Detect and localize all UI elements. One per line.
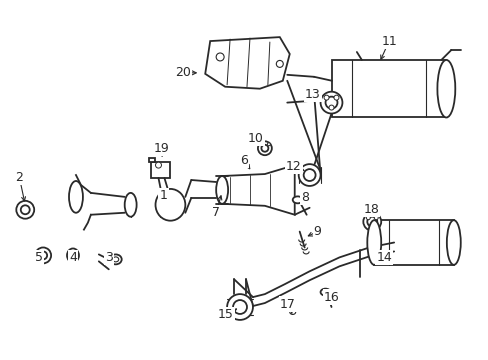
Ellipse shape bbox=[257, 141, 271, 155]
Text: 6: 6 bbox=[240, 154, 247, 167]
Text: 20: 20 bbox=[175, 66, 191, 79]
Ellipse shape bbox=[109, 255, 122, 264]
Ellipse shape bbox=[67, 248, 79, 262]
Ellipse shape bbox=[328, 105, 333, 110]
Text: 3: 3 bbox=[104, 251, 112, 264]
Ellipse shape bbox=[35, 247, 51, 264]
Ellipse shape bbox=[155, 189, 185, 221]
Text: 13: 13 bbox=[304, 88, 320, 101]
Ellipse shape bbox=[217, 176, 226, 204]
Ellipse shape bbox=[233, 300, 246, 314]
Text: 10: 10 bbox=[247, 132, 264, 145]
Ellipse shape bbox=[20, 205, 30, 214]
Ellipse shape bbox=[113, 257, 119, 262]
Polygon shape bbox=[150, 162, 170, 178]
Ellipse shape bbox=[366, 217, 376, 227]
Text: 1: 1 bbox=[159, 189, 167, 202]
Ellipse shape bbox=[320, 92, 342, 113]
Text: 8: 8 bbox=[300, 192, 308, 204]
Ellipse shape bbox=[155, 162, 161, 168]
Ellipse shape bbox=[216, 53, 224, 61]
Ellipse shape bbox=[267, 143, 270, 146]
Ellipse shape bbox=[124, 193, 136, 217]
Ellipse shape bbox=[259, 143, 262, 146]
Ellipse shape bbox=[436, 60, 454, 117]
Ellipse shape bbox=[320, 289, 330, 296]
Ellipse shape bbox=[39, 251, 47, 260]
Text: 18: 18 bbox=[363, 203, 378, 216]
Ellipse shape bbox=[216, 176, 227, 204]
Ellipse shape bbox=[292, 196, 302, 203]
Text: 4: 4 bbox=[69, 251, 77, 264]
Ellipse shape bbox=[446, 220, 460, 265]
Ellipse shape bbox=[70, 252, 76, 259]
Ellipse shape bbox=[325, 96, 337, 109]
Polygon shape bbox=[222, 165, 294, 215]
Text: 11: 11 bbox=[381, 35, 396, 48]
Ellipse shape bbox=[366, 220, 381, 265]
Polygon shape bbox=[331, 60, 446, 117]
Text: 14: 14 bbox=[376, 251, 391, 264]
Text: 19: 19 bbox=[153, 142, 169, 155]
Ellipse shape bbox=[373, 216, 377, 220]
Ellipse shape bbox=[366, 216, 369, 220]
Polygon shape bbox=[148, 158, 154, 162]
Ellipse shape bbox=[303, 169, 315, 181]
Ellipse shape bbox=[276, 60, 283, 67]
Ellipse shape bbox=[363, 213, 381, 231]
Text: 15: 15 bbox=[218, 309, 234, 321]
Ellipse shape bbox=[298, 164, 320, 186]
Polygon shape bbox=[205, 37, 289, 89]
Text: 9: 9 bbox=[313, 225, 321, 238]
Ellipse shape bbox=[369, 224, 373, 228]
Polygon shape bbox=[373, 220, 453, 265]
Text: 17: 17 bbox=[279, 297, 295, 311]
Text: 2: 2 bbox=[15, 171, 23, 184]
Ellipse shape bbox=[16, 201, 34, 219]
Text: 12: 12 bbox=[285, 159, 301, 172]
Text: 7: 7 bbox=[212, 206, 220, 219]
Text: 16: 16 bbox=[323, 291, 339, 303]
Ellipse shape bbox=[261, 145, 268, 152]
Ellipse shape bbox=[324, 95, 328, 100]
Ellipse shape bbox=[69, 181, 83, 213]
Ellipse shape bbox=[333, 95, 338, 100]
Ellipse shape bbox=[226, 294, 252, 320]
Text: 5: 5 bbox=[35, 251, 43, 264]
